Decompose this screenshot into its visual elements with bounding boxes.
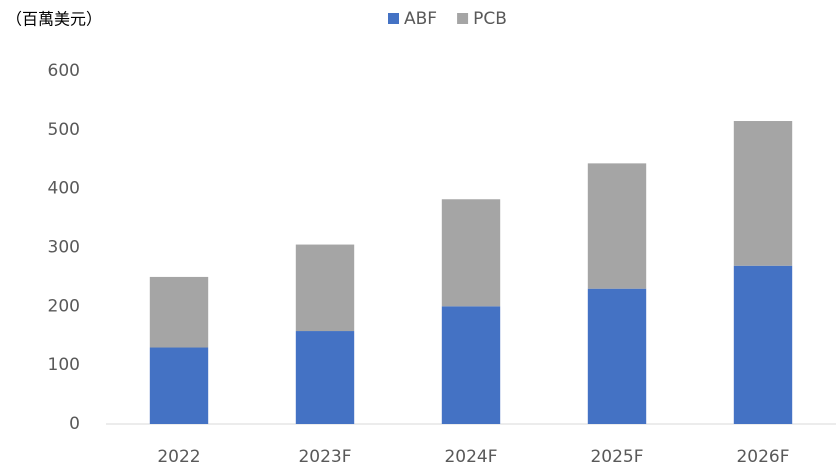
- bar-segment: [149, 276, 209, 348]
- y-tick-label: 400: [48, 179, 80, 199]
- legend-swatch: [457, 13, 469, 24]
- y-tick-label: 600: [48, 61, 80, 81]
- legend-label: PCB: [473, 9, 507, 29]
- x-tick-label: 2023F: [298, 447, 351, 465]
- x-tick-label: 2025F: [590, 447, 643, 465]
- legend-swatch: [388, 13, 399, 24]
- x-tick-label: 2022: [157, 447, 200, 465]
- bar-segment: [587, 288, 647, 424]
- bar-segment: [733, 265, 793, 424]
- legend-label: ABF: [404, 9, 437, 29]
- x-tick-label: 2026F: [736, 447, 789, 465]
- bar-segment: [441, 306, 501, 424]
- bar-segment: [295, 331, 355, 424]
- y-tick-label: 0: [69, 414, 80, 434]
- bar-segment: [733, 121, 793, 266]
- bar-segment: [441, 199, 501, 307]
- y-tick-label: 100: [48, 355, 80, 375]
- bar-segment: [149, 347, 209, 424]
- y-tick-label: 300: [48, 238, 80, 258]
- y-tick-label: 200: [48, 296, 80, 316]
- y-tick-label: 500: [48, 120, 80, 140]
- bar-segment: [587, 163, 647, 289]
- unit-label: （百萬美元）: [6, 10, 102, 29]
- x-tick-label: 2024F: [444, 447, 497, 465]
- bar-segment: [295, 244, 355, 332]
